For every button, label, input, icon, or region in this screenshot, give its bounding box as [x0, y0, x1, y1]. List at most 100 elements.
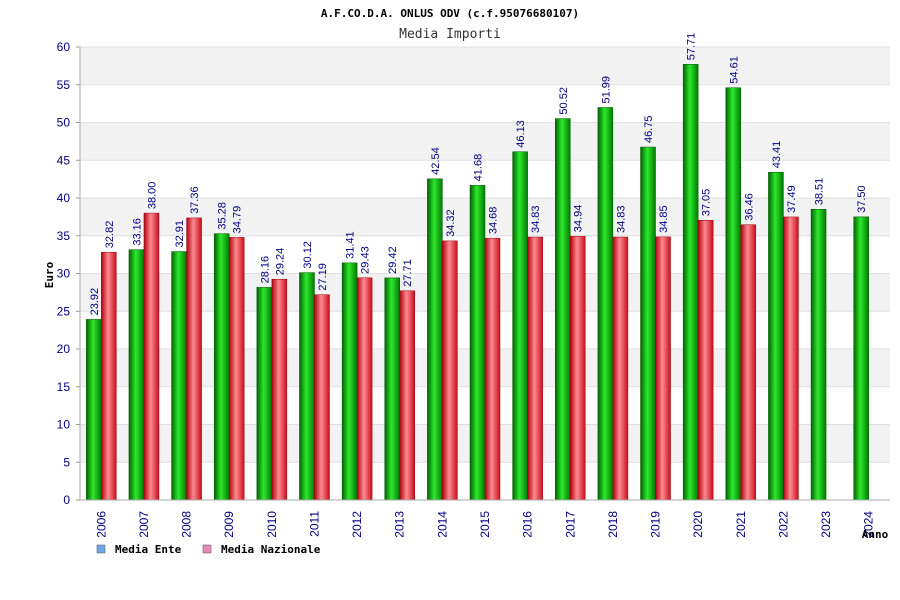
value-label: 31.41	[345, 231, 357, 259]
value-label: 57.71	[686, 33, 698, 61]
value-label: 42.54	[430, 147, 442, 175]
value-label: 41.68	[473, 154, 485, 182]
value-label: 35.28	[217, 202, 229, 230]
x-tick-label: 2017	[563, 511, 577, 538]
bar-media-ente	[257, 287, 272, 500]
x-tick-label: 2020	[691, 511, 705, 538]
bar-media-ente	[683, 64, 698, 500]
y-tick-label: 55	[57, 78, 71, 92]
bar-media-nazionale	[101, 252, 116, 500]
x-tick-label: 2010	[265, 511, 279, 538]
x-tick-labels: 2006 2007 2008 2009 2010 2011 2012 2013 2014 2015…	[94, 511, 875, 538]
legend-label: Media Ente	[115, 543, 182, 556]
value-label: 27.71	[402, 259, 414, 287]
y-tick-label: 40	[57, 191, 71, 205]
bar-media-ente	[513, 152, 528, 500]
bar-media-ente	[641, 147, 656, 500]
bar-media-ente	[598, 107, 613, 500]
legend-swatch	[203, 545, 211, 553]
bar-media-ente	[854, 217, 869, 500]
value-label: 32.91	[174, 220, 186, 248]
bar-media-ente	[726, 88, 741, 500]
bar-media-nazionale	[229, 237, 244, 500]
value-label: 34.32	[445, 209, 457, 237]
value-label: 34.68	[488, 207, 500, 235]
legend-label: Media Nazionale	[221, 543, 321, 556]
y-tick-label: 60	[57, 40, 71, 54]
x-tick-label: 2009	[222, 511, 236, 538]
y-tick-label: 35	[57, 229, 71, 243]
bar-media-nazionale	[400, 291, 415, 500]
x-tick-label: 2018	[606, 511, 620, 538]
bar-media-ente	[768, 172, 783, 500]
value-label: 34.83	[530, 206, 542, 234]
bar-media-ente	[385, 278, 400, 500]
bar-media-nazionale	[442, 241, 457, 500]
y-tick-label: 25	[57, 304, 71, 318]
bar-media-ente	[555, 119, 570, 500]
y-tick-labels: 0 5 10 15 20 25 30 35 40 45 50 55 60	[57, 40, 71, 507]
legend-swatch	[97, 545, 105, 553]
value-label: 43.41	[771, 141, 783, 169]
y-tick-label: 20	[57, 342, 71, 356]
y-tick-label: 10	[57, 418, 71, 432]
x-tick-label: 2006	[94, 511, 108, 538]
x-tick-label: 2019	[649, 511, 663, 538]
bar-media-nazionale	[613, 237, 628, 500]
x-tick-label: 2021	[734, 511, 748, 538]
x-tick-label: 2015	[478, 511, 492, 538]
bar-media-ente	[86, 319, 101, 500]
bar-media-nazionale	[314, 295, 329, 500]
bar-media-nazionale	[698, 220, 713, 500]
x-tick-label: 2022	[776, 511, 790, 538]
bar-media-nazionale	[528, 237, 543, 500]
value-label: 37.50	[856, 185, 868, 213]
bar-media-nazionale	[357, 278, 372, 500]
bar-media-ente	[427, 179, 442, 500]
value-label: 30.12	[302, 241, 314, 269]
y-axis-label: Euro	[43, 261, 56, 288]
x-tick-label: 2012	[350, 511, 364, 538]
bar-media-nazionale	[144, 213, 159, 500]
value-label: 33.16	[131, 218, 143, 246]
bar-media-nazionale	[656, 237, 671, 500]
value-label: 38.00	[146, 182, 158, 210]
value-label: 37.36	[189, 186, 201, 214]
value-label: 28.16	[259, 256, 271, 284]
bar-media-ente	[172, 252, 187, 500]
value-label: 29.24	[274, 248, 286, 276]
bar-media-nazionale	[783, 217, 798, 500]
bar-media-ente	[342, 263, 357, 500]
x-tick-label: 2013	[393, 511, 407, 538]
bar-media-ente	[299, 273, 314, 500]
x-tick-label: 2011	[307, 511, 321, 537]
value-label: 29.42	[387, 246, 399, 274]
legend: Media Ente Media Nazionale	[97, 543, 321, 556]
x-tick-label: 2023	[819, 511, 833, 538]
value-label: 46.75	[643, 116, 655, 144]
value-label: 37.49	[786, 185, 798, 213]
value-label: 23.92	[89, 288, 101, 316]
bar-media-ente	[470, 185, 485, 500]
x-tick-label: 2016	[521, 511, 535, 538]
x-axis-label: Anno	[862, 528, 889, 541]
value-label: 46.13	[515, 120, 527, 148]
x-tick-label: 2014	[435, 511, 449, 538]
chart-subtitle: Media Importi	[399, 27, 501, 42]
value-label: 36.46	[743, 193, 755, 221]
chart-title: A.F.CO.D.A. ONLUS ODV (c.f.95076680107)	[321, 7, 579, 20]
bar-media-nazionale	[485, 238, 500, 500]
y-tick-label: 0	[63, 493, 70, 507]
value-label: 34.94	[573, 205, 585, 233]
value-label: 38.51	[814, 178, 826, 206]
bar-media-nazionale	[272, 279, 287, 500]
bar-media-nazionale	[187, 218, 202, 500]
value-label: 27.19	[317, 263, 329, 291]
grid-band	[80, 47, 890, 85]
bar-media-nazionale	[741, 225, 756, 500]
y-tick-label: 5	[63, 455, 70, 469]
value-label: 54.61	[728, 56, 740, 84]
y-tick-label: 30	[57, 267, 71, 281]
y-tick-label: 50	[57, 116, 71, 130]
